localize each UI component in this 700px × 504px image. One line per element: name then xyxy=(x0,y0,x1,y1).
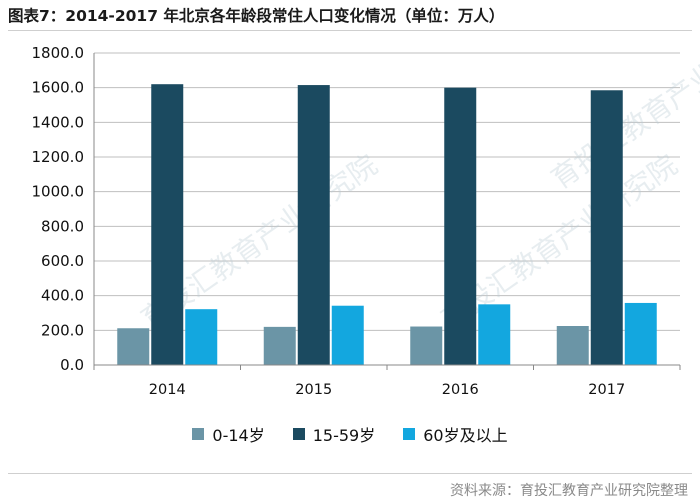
bar-2016-series-2 xyxy=(478,304,511,365)
title-divider xyxy=(8,30,692,31)
bar-2016-series-0 xyxy=(410,326,443,365)
x-tick-label: 2014 xyxy=(149,382,186,398)
y-tick-label: 1400.0 xyxy=(32,113,85,131)
bar-chart: 育投汇教育产业研究院育投汇教育产业研究院育投汇教育产业研究院 0.0200.04… xyxy=(32,8,700,398)
x-tick-label: 2015 xyxy=(295,382,332,398)
y-tick-label: 800.0 xyxy=(41,217,84,235)
bar-2017-series-1 xyxy=(590,90,623,366)
legend-label-0-14: 0-14岁 xyxy=(212,426,265,445)
y-tick-label: 0.0 xyxy=(60,356,84,374)
y-tick-label: 400.0 xyxy=(41,287,84,305)
legend-label-60-plus: 60岁及以上 xyxy=(423,426,508,445)
legend-label-15-59: 15-59岁 xyxy=(312,426,376,445)
bar-2017-series-0 xyxy=(556,326,589,365)
bar-2014-series-0 xyxy=(117,328,150,365)
bar-2014-series-2 xyxy=(185,309,218,365)
y-tick-label: 1000.0 xyxy=(32,183,85,201)
x-tick-label: 2016 xyxy=(442,382,479,398)
legend-item-0-14: 0-14岁 xyxy=(192,422,265,446)
legend-swatch-15-59 xyxy=(292,428,305,440)
legend: 0-14岁 15-59岁 60岁及以上 xyxy=(0,422,700,446)
y-tick-labels: 0.0 200.0 400.0 600.0 800.0 1000.0 1200.0 1400.… xyxy=(32,44,85,374)
bar-2017-series-2 xyxy=(624,302,657,365)
y-tick-label: 200.0 xyxy=(41,321,84,339)
bar-2016-series-1 xyxy=(444,87,477,366)
bar-2015-series-1 xyxy=(297,85,330,366)
chart-title: 图表7：2014-2017 年北京各年龄段常住人口变化情况（单位：万人） xyxy=(8,7,505,25)
bar-2014-series-1 xyxy=(151,84,184,365)
legend-swatch-60-plus xyxy=(403,428,416,440)
x-tick-label: 2017 xyxy=(588,382,625,398)
bar-2015-series-0 xyxy=(263,326,296,365)
y-tick-label: 1200.0 xyxy=(32,148,85,166)
y-tick-label: 1600.0 xyxy=(32,79,85,97)
bars xyxy=(117,84,657,366)
source-note: 资料来源：育投汇教育产业研究院整理 xyxy=(450,483,688,499)
bar-2015-series-2 xyxy=(331,305,364,365)
legend-item-60-plus: 60岁及以上 xyxy=(403,422,508,446)
source-divider xyxy=(8,473,692,474)
axes xyxy=(93,53,681,370)
x-tick-labels: 2014 2015 2016 2017 xyxy=(149,382,625,398)
legend-swatch-0-14 xyxy=(192,428,205,440)
y-tick-label: 1800.0 xyxy=(32,44,85,62)
y-tick-label: 600.0 xyxy=(41,252,84,270)
legend-item-15-59: 15-59岁 xyxy=(292,422,376,446)
